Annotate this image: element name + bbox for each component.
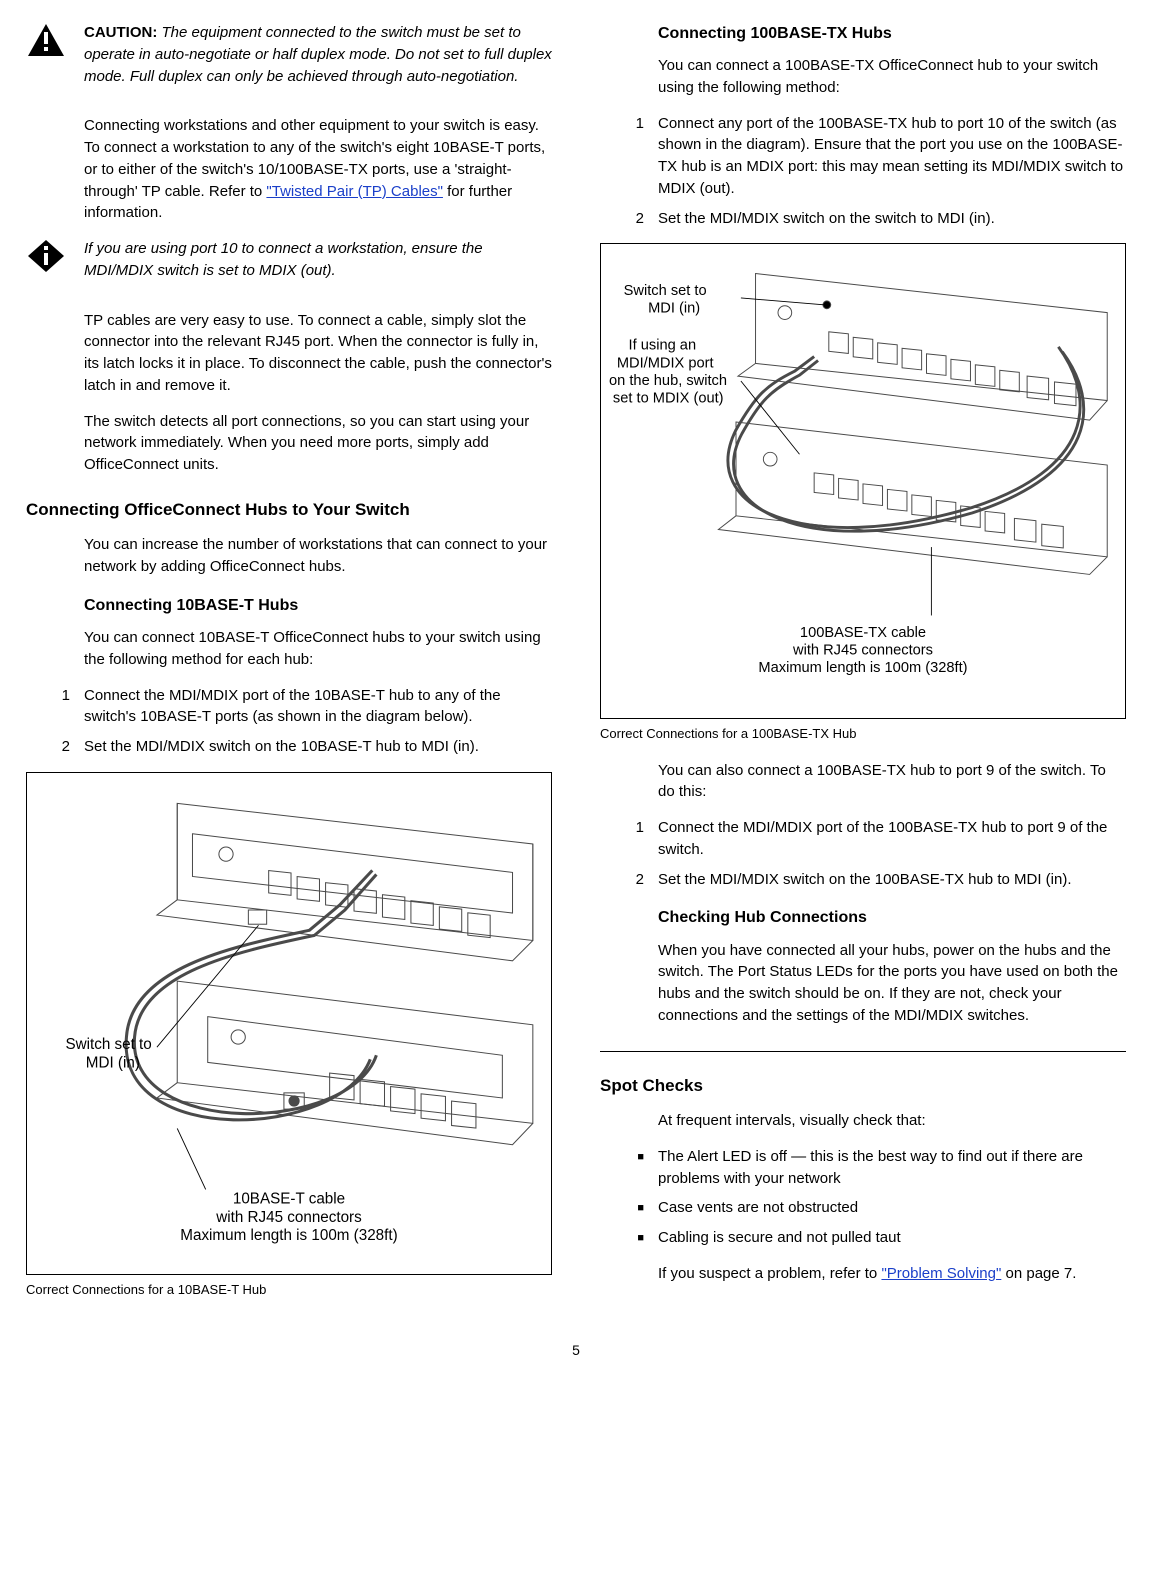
figure-100tx: Switch set to MDI (in) If using an MDI/M… [600,243,1126,718]
bullet-text: Case vents are not obstructed [658,1197,858,1219]
fig1-label-switch: Switch set to [65,1036,151,1053]
step-text: Set the MDI/MDIX switch on the switch to… [658,208,995,230]
fig2-label-if2: MDI/MDIX port [617,356,714,372]
fig2-label-mdi: MDI (in) [648,301,700,317]
fig1-caption: Correct Connections for a 10BASE-T Hub [26,1281,552,1300]
para-connecting: Connecting workstations and other equipm… [26,115,552,224]
para-tp: TP cables are very easy to use. To conne… [26,310,552,397]
spot-bullets: ■ The Alert LED is off — this is the best… [600,1146,1126,1249]
bullet-text: Cabling is secure and not pulled taut [658,1227,901,1249]
note-port10: If you are using port 10 to connect a wo… [84,238,552,282]
info-block: If you are using port 10 to connect a wo… [26,238,552,296]
step-text: Connect any port of the 100BASE-TX hub t… [658,113,1126,200]
bullet-icon: ■ [600,1197,644,1219]
h3-100tx: Connecting 100BASE-TX Hubs [658,22,1126,45]
section-divider [600,1051,1126,1052]
figure-10baset: Switch set to MDI (in) 10BASE-T cable wi… [26,772,552,1276]
fig1-label-mdi: MDI (in) [86,1054,140,1071]
step-text: Set the MDI/MDIX switch on the 10BASE-T … [84,736,479,758]
steps-10baset: Connect the MDI/MDIX port of the 10BASE-… [26,685,552,758]
fig2-caption: Correct Connections for a 100BASE-TX Hub [600,725,1126,744]
info-icon [26,238,70,296]
right-column: Connecting 100BASE-TX Hubs You can conne… [600,22,1126,1316]
fig2-cable-l3: Maximum length is 100m (328ft) [758,661,967,677]
fig2-label-switch: Switch set to [624,283,707,299]
step-text: Connect the MDI/MDIX port of the 10BASE-… [84,685,552,729]
step-text: Set the MDI/MDIX switch on the 100BASE-T… [658,869,1072,891]
para-10baset-intro: You can connect 10BASE-T OfficeConnect h… [26,627,552,671]
bullet-text: The Alert LED is off — this is the best … [658,1146,1126,1190]
steps-100tx: Connect any port of the 100BASE-TX hub t… [600,113,1126,230]
steps-port9: Connect the MDI/MDIX port of the 100BASE… [600,817,1126,890]
link-problem-solving[interactable]: "Problem Solving" [881,1265,1001,1282]
fig2-label-if4: set to MDIX (out) [613,391,724,407]
para-spot-intro: At frequent intervals, visually check th… [600,1110,1126,1132]
fig1-cable-l1: 10BASE-T cable [233,1190,345,1207]
caution-icon [26,22,70,101]
h2-connecting-hubs: Connecting OfficeConnect Hubs to Your Sw… [26,498,552,523]
fig1-cable-l2: with RJ45 connectors [215,1209,362,1226]
fig2-cable-l1: 100BASE-TX cable [800,625,926,641]
h3-10baset: Connecting 10BASE-T Hubs [84,594,552,617]
para-100-intro: You can connect a 100BASE-TX OfficeConne… [600,55,1126,99]
fig2-label-if3: on the hub, switch [609,373,727,389]
page-number: 5 [26,1340,1126,1360]
left-column: CAUTION: The equipment connected to the … [26,22,552,1316]
bullet-icon: ■ [600,1227,644,1249]
para-detect: The switch detects all port connections,… [26,411,552,476]
bullet-icon: ■ [600,1146,644,1190]
fig2-cable-l2: with RJ45 connectors [792,643,933,659]
para-also-port9: You can also connect a 100BASE-TX hub to… [600,760,1126,804]
link-tp-cables[interactable]: "Twisted Pair (TP) Cables" [266,183,443,200]
h3-checking: Checking Hub Connections [658,906,1126,929]
step-text: Connect the MDI/MDIX port of the 100BASE… [658,817,1126,861]
fig2-label-if1: If using an [629,338,697,354]
h2-spot-checks: Spot Checks [600,1074,1126,1099]
para-increase: You can increase the number of workstati… [26,534,552,578]
para-suspect: If you suspect a problem, refer to "Prob… [600,1263,1126,1285]
caution-text: CAUTION: The equipment connected to the … [84,22,552,87]
para-checking: When you have connected all your hubs, p… [600,940,1126,1027]
fig1-cable-l3: Maximum length is 100m (328ft) [180,1227,397,1244]
caution-block: CAUTION: The equipment connected to the … [26,22,552,101]
